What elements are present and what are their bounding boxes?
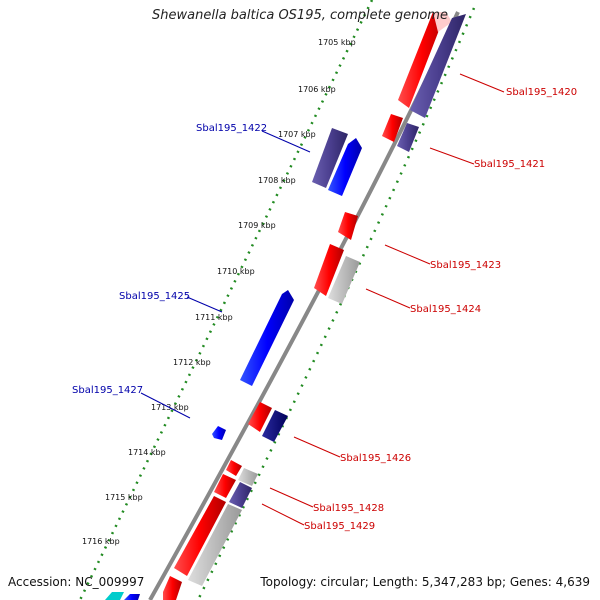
gene-1421-cds-purple[interactable] — [397, 123, 419, 152]
gene-1425-cds-blue[interactable] — [240, 290, 294, 386]
tick-label-1711: 1711 kbp — [195, 313, 233, 322]
gene-label-1426[interactable]: Sbal195_1426 — [340, 453, 411, 464]
gene-1424-cds-red[interactable] — [314, 244, 344, 296]
gene-label-1428[interactable]: Sbal195_1428 — [313, 503, 384, 514]
gene-label-1423[interactable]: Sbal195_1423 — [430, 260, 501, 271]
gene-1423-cds-red[interactable] — [338, 212, 358, 240]
tick-label-1712: 1712 kbp — [173, 358, 211, 367]
connector-1429 — [261, 503, 305, 526]
gene-label-1429[interactable]: Sbal195_1429 — [304, 521, 375, 532]
inner-tick-ring — [78, 0, 374, 600]
tick-label-1714: 1714 kbp — [128, 448, 166, 457]
gene-label-1421[interactable]: Sbal195_1421 — [474, 159, 545, 170]
connector-1423 — [384, 244, 431, 265]
tick-label-1706: 1706 kbp — [298, 85, 336, 94]
accession-text: Accession: NC_009997 — [8, 575, 145, 589]
gene-1426-cds-red[interactable] — [248, 402, 272, 432]
gene-label-1425[interactable]: Sbal195_1425 — [119, 291, 190, 302]
gene-1420-cds-red[interactable] — [398, 12, 446, 108]
cds-cyan-bottom[interactable] — [105, 592, 124, 600]
gene-1424-cds-gray[interactable] — [328, 256, 360, 304]
connector-1422 — [261, 130, 311, 153]
gene-label-1427[interactable]: Sbal195_1427 — [72, 385, 143, 396]
cds-red-bottom[interactable] — [163, 576, 182, 600]
gene-1421-cds-red[interactable] — [382, 114, 403, 142]
tick-label-1708: 1708 kbp — [258, 176, 296, 185]
gene-1422-cds-blue[interactable] — [328, 138, 362, 196]
tick-label-1707: 1707 kbp — [278, 130, 316, 139]
cds-blue-bottom[interactable] — [124, 594, 140, 600]
connector-1424 — [365, 288, 411, 309]
connector-1427 — [140, 392, 191, 419]
gene-label-1422[interactable]: Sbal195_1422 — [196, 123, 267, 134]
tick-label-1705: 1705 kbp — [318, 38, 356, 47]
gene-1429-cds-red-b[interactable] — [174, 496, 226, 576]
gene-1427-cds-blue[interactable] — [212, 426, 226, 440]
gene-1428-cds-gray[interactable] — [238, 468, 258, 486]
gene-1428-cds-red[interactable] — [226, 460, 242, 476]
gene-1426-cds-navy[interactable] — [262, 410, 288, 442]
gene-1429-cds-red-a[interactable] — [214, 474, 236, 498]
connector-1420 — [459, 73, 505, 93]
gene-1429-cds-gray[interactable] — [188, 504, 242, 586]
connector-1428 — [269, 487, 314, 508]
connector-1426 — [293, 436, 341, 458]
gene-1420-cds-pink — [433, 12, 452, 32]
gene-1422-cds-purple[interactable] — [312, 128, 348, 188]
gene-label-1424[interactable]: Sbal195_1424 — [410, 304, 481, 315]
tick-label-1710: 1710 kbp — [217, 267, 255, 276]
connector-1425 — [186, 296, 223, 313]
outer-tick-ring — [196, 7, 476, 600]
gene-1420-cds-purple[interactable] — [410, 14, 466, 118]
tick-label-1709: 1709 kbp — [238, 221, 276, 230]
gene-label-1420[interactable]: Sbal195_1420 — [506, 87, 577, 98]
connector-1421 — [429, 147, 475, 165]
map-title: Shewanella baltica OS195, complete genom… — [152, 8, 448, 23]
tick-label-1715: 1715 kbp — [105, 493, 143, 502]
gene-1429-cds-purple[interactable] — [229, 482, 252, 508]
tick-label-1716: 1716 kbp — [82, 537, 120, 546]
topology-text: Topology: circular; Length: 5,347,283 bp… — [260, 575, 590, 589]
